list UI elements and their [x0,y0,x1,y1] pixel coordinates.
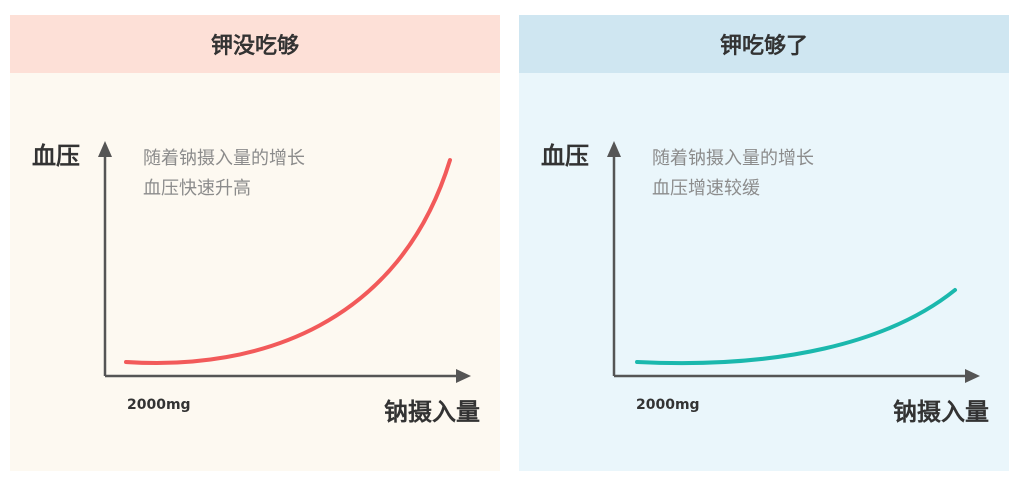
trend-note-line: 随着钠摄入量的增长 [652,148,814,169]
trend-note-line: 血压快速升高 [143,178,251,199]
y-axis-arrowhead [98,141,112,157]
blood-pressure-curve [124,158,452,365]
trend-note: 随着钠摄入量的增长 血压快速升高 [143,144,305,204]
panel-without-potassium: 钾没吃够 血压 随着钠摄入量的增长 血压快速升高 2000mg 钠摄入量 [10,15,500,471]
y-axis-label: 血压 [541,142,589,170]
x-axis-arrowhead [456,369,471,383]
plot-area [98,141,471,383]
trend-note-line: 随着钠摄入量的增长 [143,148,305,169]
blood-pressure-curve [635,288,957,366]
trend-note: 随着钠摄入量的增长 血压增速较缓 [652,144,814,204]
x-axis-tick-label: 2000mg [127,397,191,413]
panel-title: 钾没吃够 [10,15,500,73]
panel-with-potassium: 钾吃够了 血压 随着钠摄入量的增长 血压增速较缓 2000mg 钠摄入量 [519,15,1009,471]
x-axis-arrowhead [965,369,980,383]
x-axis-label: 钠摄入量 [893,398,989,426]
plot-area [607,141,980,383]
x-axis-tick-label: 2000mg [636,397,700,413]
x-axis-label: 钠摄入量 [384,398,480,426]
y-axis-arrowhead [607,141,621,157]
trend-note-line: 血压增速较缓 [652,178,760,199]
panel-title: 钾吃够了 [519,15,1009,73]
y-axis-label: 血压 [32,142,80,170]
